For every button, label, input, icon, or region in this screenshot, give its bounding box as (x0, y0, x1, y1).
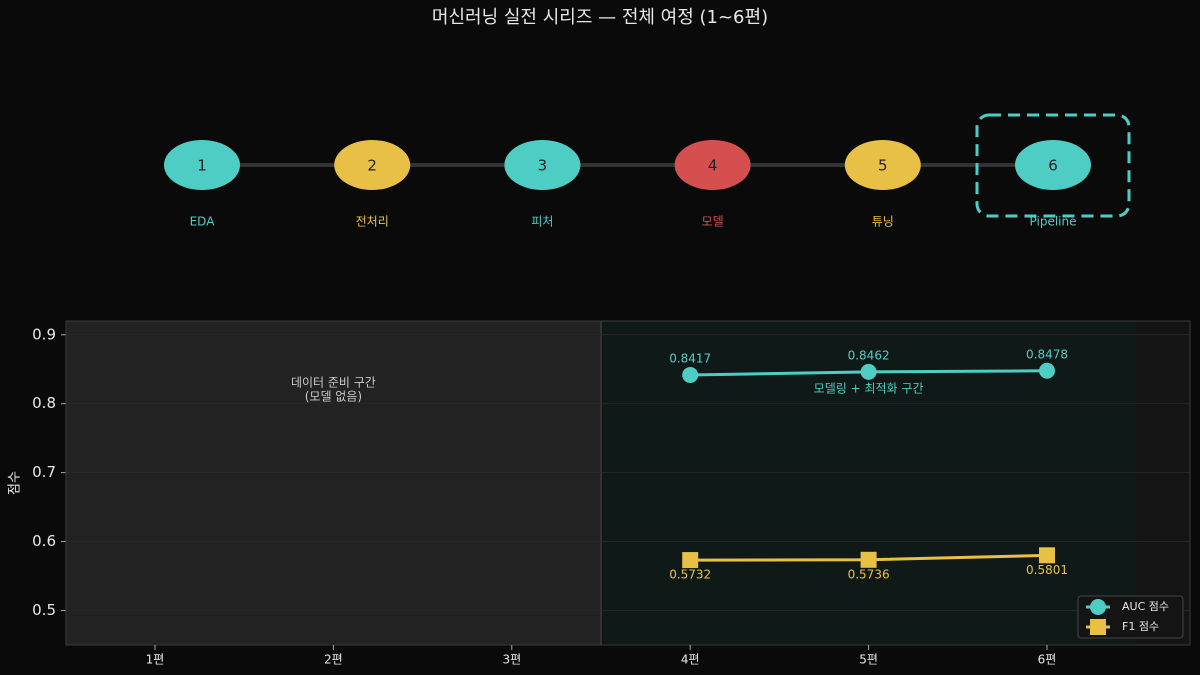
legend-label: F1 점수 (1122, 620, 1159, 633)
value-label: 0.8478 (1026, 347, 1068, 361)
step-number: 6 (1048, 157, 1058, 175)
value-label: 0.5801 (1026, 563, 1068, 577)
x-tick-label: 5편 (859, 653, 878, 667)
step-node (164, 140, 240, 190)
step-node (334, 140, 411, 190)
y-tick-label: 0.7 (32, 463, 56, 481)
step-number: 3 (538, 157, 548, 175)
step-number: 4 (708, 157, 718, 175)
plot-frame (65, 320, 1191, 646)
data-point (1039, 362, 1055, 379)
value-label: 0.8462 (848, 348, 890, 362)
y-tick-label: 0.6 (32, 532, 56, 550)
x-tick-label: 3편 (502, 653, 521, 667)
y-axis-label: 점수 (8, 471, 23, 495)
annotation: 데이터 준비 구간 (291, 376, 376, 390)
legend-label: AUC 점수 (1122, 600, 1169, 613)
value-label: 0.5736 (848, 567, 890, 581)
step-label: Pipeline (1030, 215, 1077, 229)
x-tick-label: 4편 (681, 653, 700, 667)
data-point (682, 366, 699, 383)
x-tick-label: 6편 (1038, 653, 1057, 667)
step-number: 2 (367, 157, 377, 175)
step-label: 전처리 (356, 215, 389, 229)
y-tick-label: 0.5 (32, 601, 56, 619)
data-point (860, 551, 877, 568)
y-tick-label: 0.9 (32, 325, 56, 343)
step-label: 튜닝 (872, 215, 894, 229)
step-label: EDA (190, 215, 216, 229)
step-node (674, 140, 751, 190)
value-label: 0.8417 (669, 351, 711, 365)
step-node (1015, 140, 1091, 190)
annotation: (모델 없음) (305, 390, 362, 404)
step-node (844, 140, 921, 190)
legend-marker (1090, 599, 1106, 615)
highlight-box (975, 113, 1131, 218)
data-point (682, 552, 699, 569)
step-label: 모델 (702, 215, 724, 229)
x-tick-label: 1편 (146, 653, 165, 667)
annotation: 모델링 + 최적화 구간 (814, 382, 924, 396)
data-point (1039, 547, 1055, 564)
x-tick-label: 2편 (324, 653, 343, 667)
data-point (860, 363, 877, 380)
prep-region (66, 321, 601, 645)
step-label: 피처 (531, 215, 553, 229)
step-number: 1 (197, 157, 207, 175)
page-title: 머신러닝 실전 시리즈 — 전체 여정 (1~6편) (432, 7, 768, 28)
step-number: 5 (878, 157, 888, 175)
y-tick-label: 0.8 (32, 394, 56, 412)
legend-marker (1090, 619, 1106, 635)
value-label: 0.5732 (669, 568, 711, 582)
step-node (504, 140, 581, 190)
